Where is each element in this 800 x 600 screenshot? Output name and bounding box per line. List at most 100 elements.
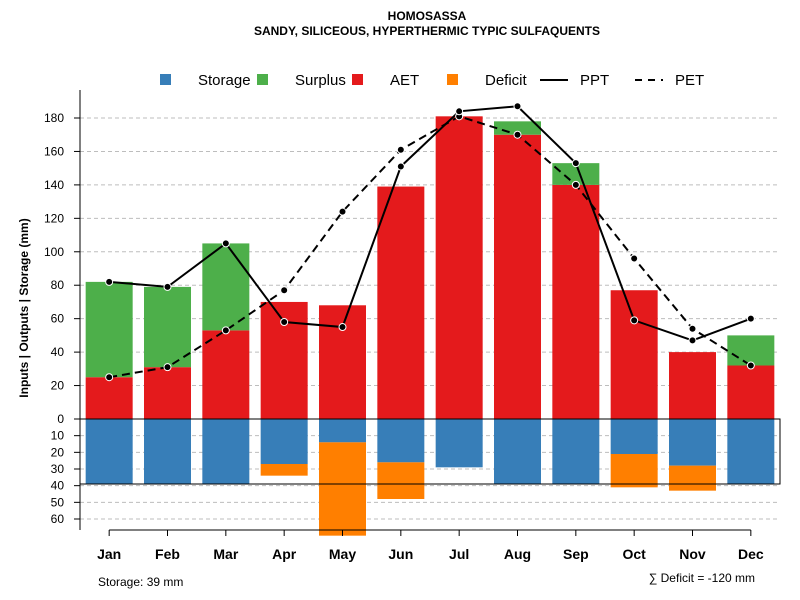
ppt-point xyxy=(338,323,347,332)
bar-surplus xyxy=(144,286,191,368)
legend-label-ppt: PPT xyxy=(580,72,609,89)
footer-storage: Storage: 39 mm xyxy=(98,575,183,589)
y-tick-label-lower: 20 xyxy=(51,445,65,459)
legend: Storage Surplus AET Deficit PPT PET xyxy=(160,72,704,89)
bar-storage xyxy=(494,419,541,484)
ppt-point xyxy=(571,159,580,168)
pet-point xyxy=(221,326,230,335)
bar-surplus xyxy=(727,335,775,366)
pet-point xyxy=(163,363,172,372)
bar-aet xyxy=(610,290,658,419)
y-tick-label-upper: 180 xyxy=(44,111,64,125)
legend-label-aet: AET xyxy=(390,72,419,89)
ppt-line xyxy=(109,105,752,342)
bar-storage xyxy=(144,419,191,484)
bar-storage xyxy=(377,419,425,463)
y-tick-label-lower: 40 xyxy=(51,479,65,493)
bar-deficit xyxy=(377,462,425,499)
pet-point xyxy=(571,180,580,189)
y-tick-label-lower: 50 xyxy=(51,495,65,509)
bar-surplus xyxy=(85,281,133,378)
pet-point xyxy=(280,286,289,295)
legend-swatch-storage xyxy=(160,74,171,85)
bar-storage xyxy=(202,419,250,484)
ppt-point xyxy=(396,162,405,171)
y-tick-label-upper: 160 xyxy=(44,144,64,158)
footer-deficit: ∑ Deficit = -120 mm xyxy=(649,571,755,585)
bar-aet xyxy=(494,134,541,419)
ppt-point xyxy=(221,239,230,248)
ppt-point xyxy=(630,316,639,325)
bar-storage xyxy=(610,419,658,454)
y-tick-label-upper: 140 xyxy=(44,178,64,192)
bar-deficit xyxy=(319,442,366,536)
legend-label-deficit: Deficit xyxy=(485,72,528,89)
y-tick-label-upper: 120 xyxy=(44,211,64,225)
pet-point xyxy=(688,324,697,333)
pet-point xyxy=(513,130,522,139)
bar-aet xyxy=(377,186,425,419)
bar-deficit xyxy=(610,454,658,488)
bar-surplus xyxy=(552,163,600,185)
x-tick-label: Mar xyxy=(213,546,238,562)
bar-storage xyxy=(727,419,775,484)
bar-aet xyxy=(85,377,133,419)
legend-swatch-surplus xyxy=(257,74,268,85)
ppt-point xyxy=(455,107,464,116)
y-tick-label-upper: 100 xyxy=(44,245,64,259)
bar-deficit xyxy=(669,465,716,491)
x-tick-label: Dec xyxy=(738,546,764,562)
x-tick-label: Sep xyxy=(563,546,589,562)
legend-label-pet: PET xyxy=(675,72,704,89)
y-tick-label-upper: 40 xyxy=(51,345,65,359)
y-tick-label-lower: 60 xyxy=(51,512,65,526)
y-tick-label-upper: 0 xyxy=(57,412,64,426)
bar-aet xyxy=(202,330,250,419)
bar-aet xyxy=(669,352,716,419)
bar-aet xyxy=(727,365,775,419)
bar-storage xyxy=(319,419,366,443)
ppt-point xyxy=(513,102,522,111)
y-axis-label: Inputs | Outputs | Storage (mm) xyxy=(17,218,31,397)
line-series xyxy=(105,102,755,382)
y-tick-label-upper: 60 xyxy=(51,312,65,326)
chart-subtitle: SANDY, SILICEOUS, HYPERTHERMIC TYPIC SUL… xyxy=(254,24,600,38)
pet-point xyxy=(630,254,639,263)
bar-storage xyxy=(260,419,308,464)
x-tick-label: Aug xyxy=(504,546,531,562)
pet-point xyxy=(105,373,114,382)
bar-surplus xyxy=(202,243,250,331)
x-tick-label: Feb xyxy=(155,546,180,562)
legend-label-storage: Storage xyxy=(198,72,251,89)
ppt-point xyxy=(163,282,172,291)
y-tick-label-upper: 80 xyxy=(51,278,65,292)
bar-aet xyxy=(319,305,366,419)
y-tick-label-lower: 30 xyxy=(51,462,65,476)
y-tick-label-upper: 20 xyxy=(51,379,65,393)
pet-line xyxy=(108,115,752,379)
bar-aet xyxy=(552,184,600,419)
axes: 0 20 40 60 80 100 120 140 160 180 10 20 30 40 50 60 Jan F… xyxy=(44,90,781,562)
legend-label-surplus: Surplus xyxy=(295,72,346,89)
bar-storage xyxy=(85,419,133,484)
y-tick-label-lower: 10 xyxy=(51,429,65,443)
ppt-point xyxy=(105,277,114,286)
bar-aet xyxy=(435,116,483,420)
ppt-point xyxy=(280,318,289,327)
pet-point xyxy=(338,207,347,216)
pet-point xyxy=(746,361,755,370)
grid-lines xyxy=(80,117,780,520)
bar-storage xyxy=(435,419,483,468)
x-tick-label: Oct xyxy=(622,546,646,562)
x-tick-label: Apr xyxy=(272,546,297,562)
x-tick-label: Nov xyxy=(679,546,706,562)
x-tick-label: Jun xyxy=(388,546,413,562)
x-tick-label: May xyxy=(329,546,356,562)
chart-title: HOMOSASSA xyxy=(388,9,467,23)
legend-swatch-deficit xyxy=(447,74,458,85)
x-tick-label: Jul xyxy=(449,546,469,562)
bar-storage xyxy=(669,419,716,466)
bar-aet xyxy=(144,367,191,419)
ppt-point xyxy=(746,314,755,323)
